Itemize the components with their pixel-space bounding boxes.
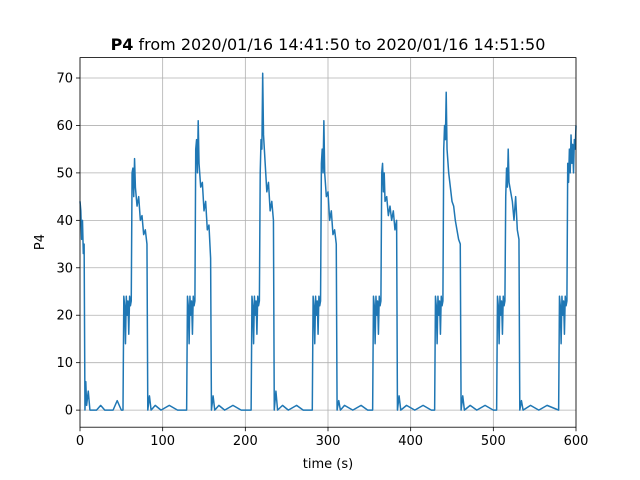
data-line [79,72,577,411]
x-tick-label: 100 [150,434,175,449]
y-tick-label: 40 [56,214,73,229]
x-tick-label: 200 [233,434,258,449]
title-name: P4 [111,35,134,54]
y-axis-label: P4 [33,234,48,250]
y-tick-label: 50 [56,166,73,181]
y-tick-label: 20 [56,309,73,324]
title-text: from 2020/01/16 14:41:50 to 2020/01/16 1… [139,35,546,54]
x-tick-label: 500 [481,434,506,449]
x-axis-label: time (s) [303,457,353,472]
x-tick-label: 0 [76,434,84,449]
y-tick-label: 30 [56,261,73,276]
y-tick-label: 70 [56,72,73,87]
chart-title: P4 from 2020/01/16 14:41:50 to 2020/01/1… [111,35,546,54]
y-tick-label: 0 [65,404,73,419]
y-tick-label: 60 [56,119,73,134]
x-tick-label: 300 [316,434,341,449]
x-tick-label: 600 [564,434,589,449]
x-tick-label: 400 [398,434,423,449]
plot-frame [79,57,577,428]
y-tick-label: 10 [56,356,73,371]
